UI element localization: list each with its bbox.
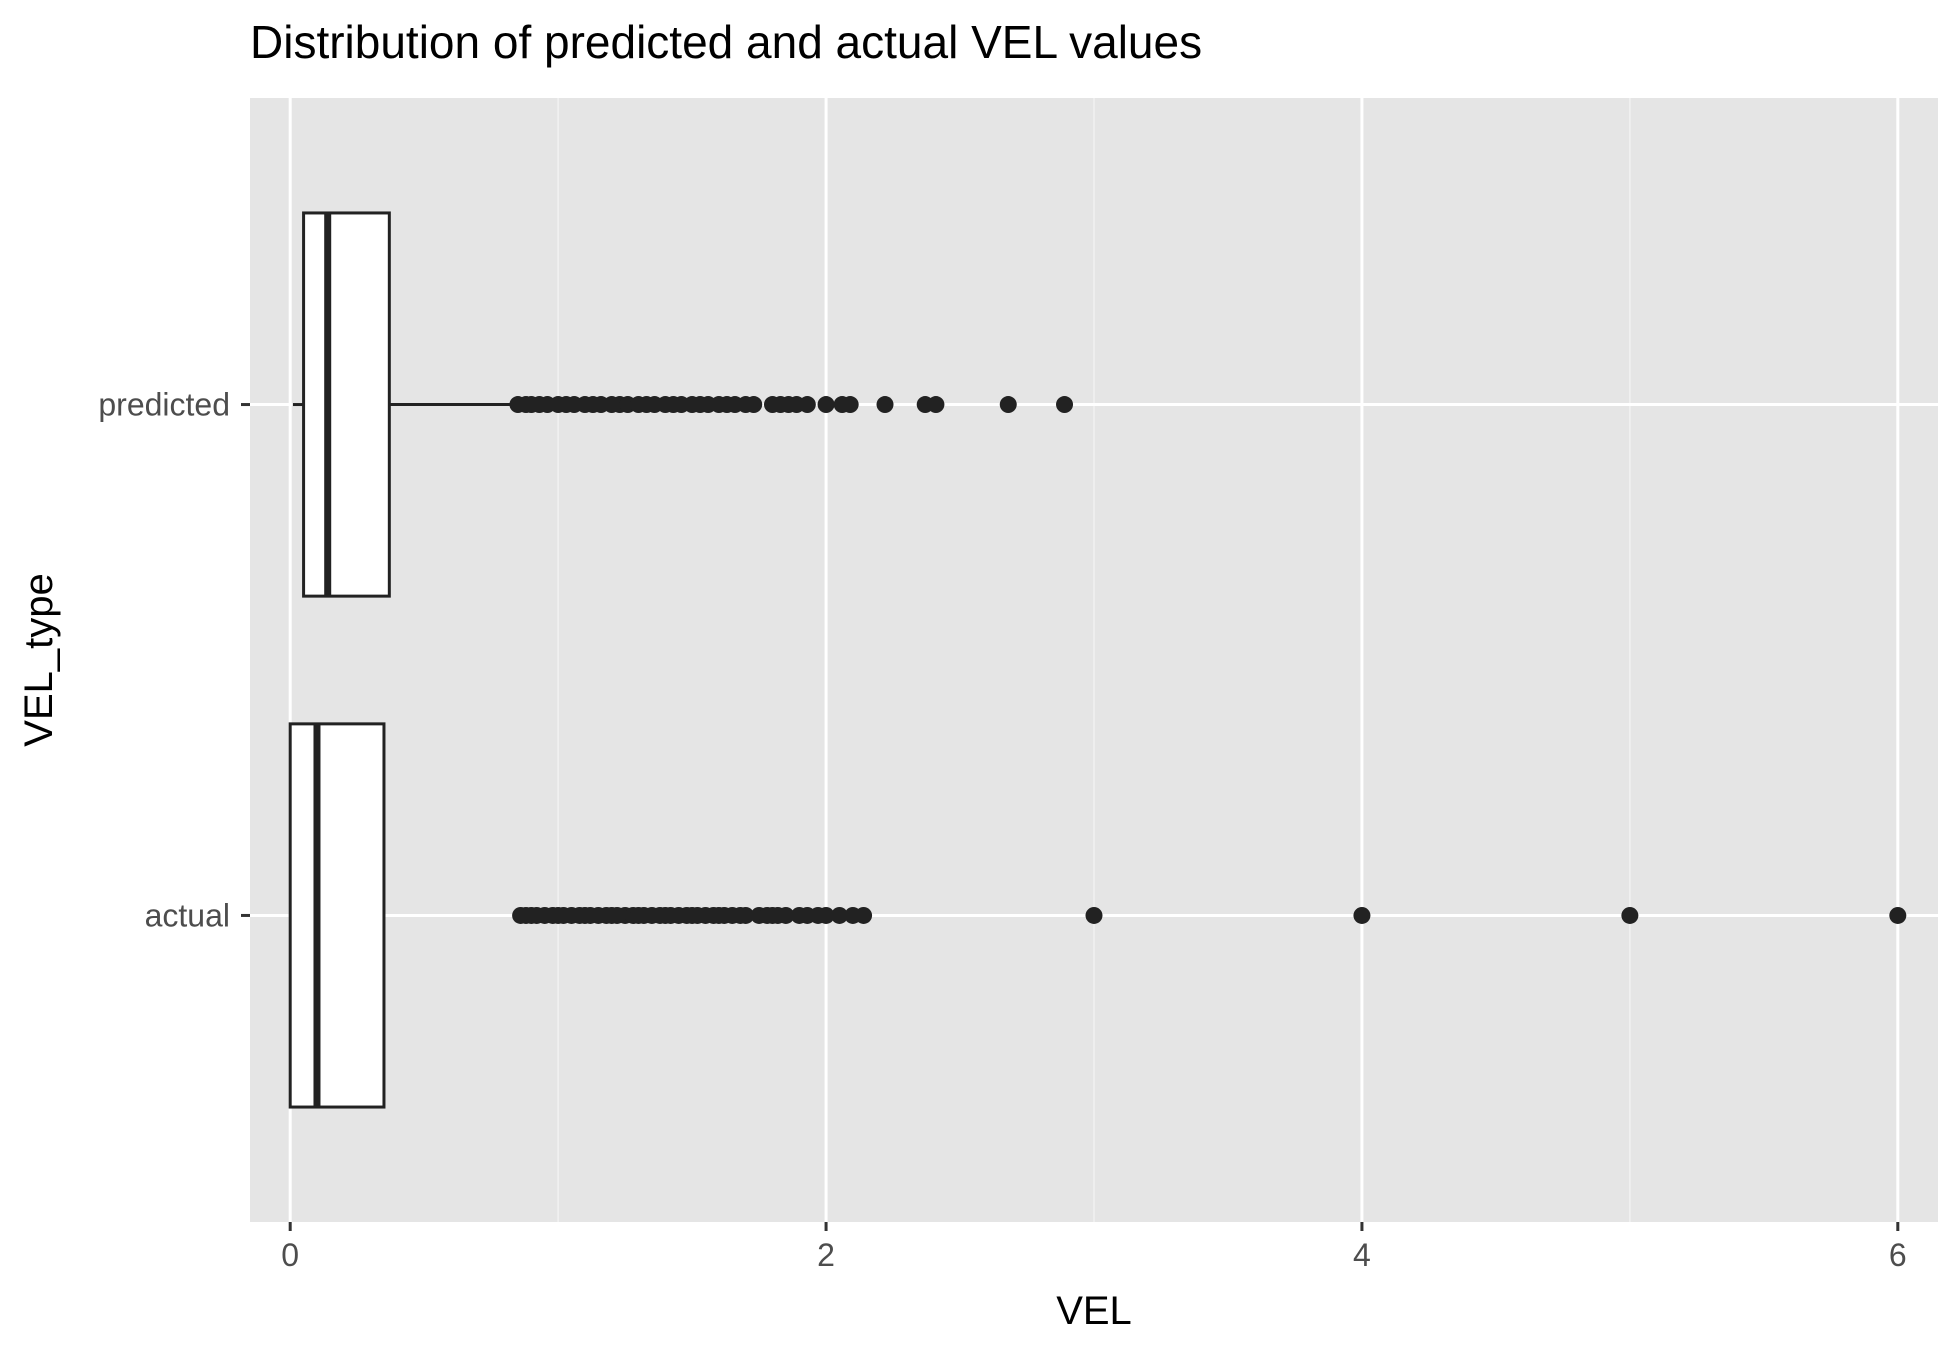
boxplot-predicted <box>292 211 1074 598</box>
outlier-point-actual <box>737 906 755 924</box>
outlier-point-predicted <box>927 396 945 414</box>
outlier-point-predicted <box>876 396 894 414</box>
outlier-point-actual <box>1353 906 1371 924</box>
outlier-point-predicted <box>745 396 763 414</box>
x-axis-title: VEL <box>1056 1289 1132 1333</box>
y-tick-label-predicted: predicted <box>98 387 230 423</box>
outlier-point-actual <box>777 906 795 924</box>
outlier-point-actual <box>1621 906 1639 924</box>
outlier-point-predicted <box>999 396 1017 414</box>
x-tick-label: 2 <box>817 1237 835 1273</box>
boxplot-actual <box>288 722 1907 1109</box>
x-tick-label: 6 <box>1889 1237 1907 1273</box>
outlier-point-actual <box>1085 906 1103 924</box>
outlier-point-actual <box>1889 906 1907 924</box>
minor-gridlines <box>557 98 1631 1222</box>
outlier-point-actual <box>817 906 835 924</box>
outlier-point-predicted <box>1056 396 1074 414</box>
outlier-point-predicted <box>841 396 859 414</box>
outlier-point-actual <box>855 906 873 924</box>
x-tick-label: 0 <box>281 1237 299 1273</box>
y-axis-title: VEL_type <box>17 573 61 746</box>
boxplots <box>288 211 1907 1109</box>
outlier-point-actual <box>830 906 848 924</box>
outlier-point-predicted <box>798 396 816 414</box>
x-tick-label: 4 <box>1353 1237 1371 1273</box>
chart-title: Distribution of predicted and actual VEL… <box>250 16 1202 68</box>
outlier-point-predicted <box>817 396 835 414</box>
x-axis-ticks: 0 2 4 6 <box>281 1222 1907 1273</box>
y-axis-ticks: actual predicted <box>98 387 250 933</box>
y-tick-label-actual: actual <box>145 897 230 933</box>
box-predicted <box>302 211 391 598</box>
box-actual <box>288 722 386 1109</box>
